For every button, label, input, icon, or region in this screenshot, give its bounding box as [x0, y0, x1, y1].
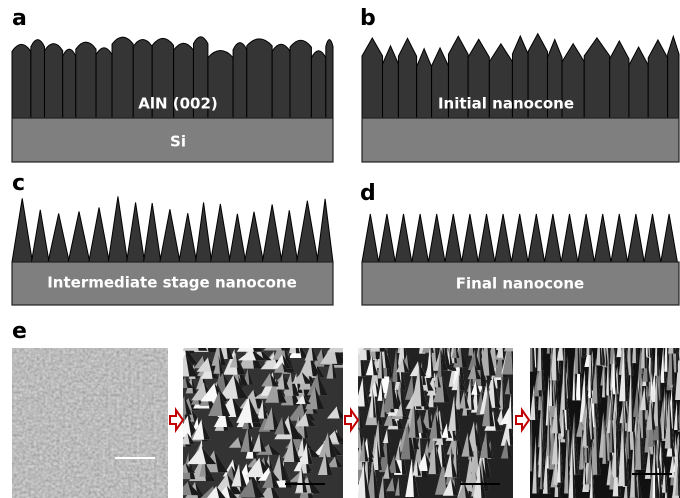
cone: [661, 214, 678, 262]
spike-shadow: [503, 310, 510, 350]
panel-label: b: [360, 6, 376, 31]
grain: [247, 39, 272, 118]
spike-shadow: [341, 335, 355, 352]
cone: [31, 210, 49, 262]
cone: [462, 214, 479, 262]
cone: [545, 214, 562, 262]
cone: [68, 211, 90, 262]
cone: [417, 49, 432, 118]
spike: [370, 315, 385, 352]
cone: [495, 214, 512, 262]
cone: [144, 203, 161, 262]
cone: [160, 209, 180, 262]
cone: [610, 41, 629, 118]
cone: [317, 199, 333, 262]
cone: [379, 214, 396, 262]
cone: [262, 204, 282, 262]
grain: [112, 37, 133, 118]
spike-shadow: [342, 350, 351, 367]
cone: [179, 213, 197, 262]
cone: [594, 214, 611, 262]
cone: [383, 46, 399, 118]
cone: [511, 214, 528, 262]
layer-label: AlN (002): [138, 95, 218, 113]
grain: [233, 43, 247, 118]
sem-image: [12, 348, 168, 498]
cone: [12, 198, 32, 262]
spike: [496, 310, 510, 350]
panel-label: d: [360, 181, 376, 206]
cone: [629, 47, 648, 118]
cone: [297, 201, 318, 262]
spike: [363, 327, 377, 350]
grain: [44, 44, 62, 118]
cone: [245, 212, 264, 262]
spike-shadow: [371, 327, 378, 350]
sem-images: [12, 294, 680, 498]
cone: [478, 214, 495, 262]
grain: [290, 40, 311, 118]
spike: [586, 299, 591, 355]
grain: [311, 51, 325, 118]
cone: [561, 214, 578, 262]
spike-shadow: [589, 299, 591, 355]
spike-shadow: [378, 315, 385, 352]
cone: [196, 202, 212, 262]
substrate: [362, 118, 679, 162]
spike: [195, 326, 225, 350]
grain: [76, 42, 96, 118]
cone: [108, 196, 127, 262]
cone: [412, 214, 429, 262]
cone: [578, 214, 595, 262]
arrow: [516, 410, 529, 430]
spike-shadow: [512, 318, 518, 355]
spike: [327, 335, 356, 352]
arrow: [345, 410, 358, 430]
cone: [229, 214, 246, 262]
cone: [644, 214, 661, 262]
figure: a b c d e AlN (002) Si Initial nanocone …: [0, 0, 680, 498]
spike-shadow: [210, 326, 225, 350]
cone: [395, 214, 412, 262]
cone: [362, 38, 383, 118]
cone: [89, 208, 109, 262]
grain: [31, 40, 45, 118]
cone: [211, 204, 231, 262]
layer-label: Final nanocone: [456, 275, 584, 293]
cone: [127, 202, 145, 262]
layer-label: Intermediate stage nanocone: [47, 274, 297, 292]
grain: [12, 44, 31, 118]
spike: [668, 312, 676, 354]
spike-shadow: [195, 331, 208, 350]
spike-shadow: [672, 312, 676, 354]
spike: [250, 330, 262, 350]
panel-label: c: [12, 171, 25, 196]
cone: [528, 214, 545, 262]
panel-label: a: [12, 6, 27, 31]
cone: [281, 210, 298, 262]
spike: [182, 331, 207, 350]
panel-label: e: [12, 319, 27, 344]
cone: [428, 214, 445, 262]
cone: [445, 214, 462, 262]
cone: [668, 36, 679, 118]
cone: [362, 214, 379, 262]
grain: [96, 48, 112, 118]
spike: [504, 330, 518, 351]
cone: [648, 40, 667, 118]
cone: [398, 38, 416, 118]
layer-label: Initial nanocone: [438, 95, 574, 113]
cone: [628, 214, 645, 262]
cone: [584, 38, 609, 118]
grain: [272, 44, 290, 118]
cone: [611, 214, 628, 262]
layer-label: Si: [170, 133, 186, 151]
arrow: [170, 410, 183, 430]
grain: [63, 49, 76, 118]
grain: [326, 39, 333, 118]
spike-shadow: [256, 330, 262, 350]
cone: [48, 213, 69, 262]
